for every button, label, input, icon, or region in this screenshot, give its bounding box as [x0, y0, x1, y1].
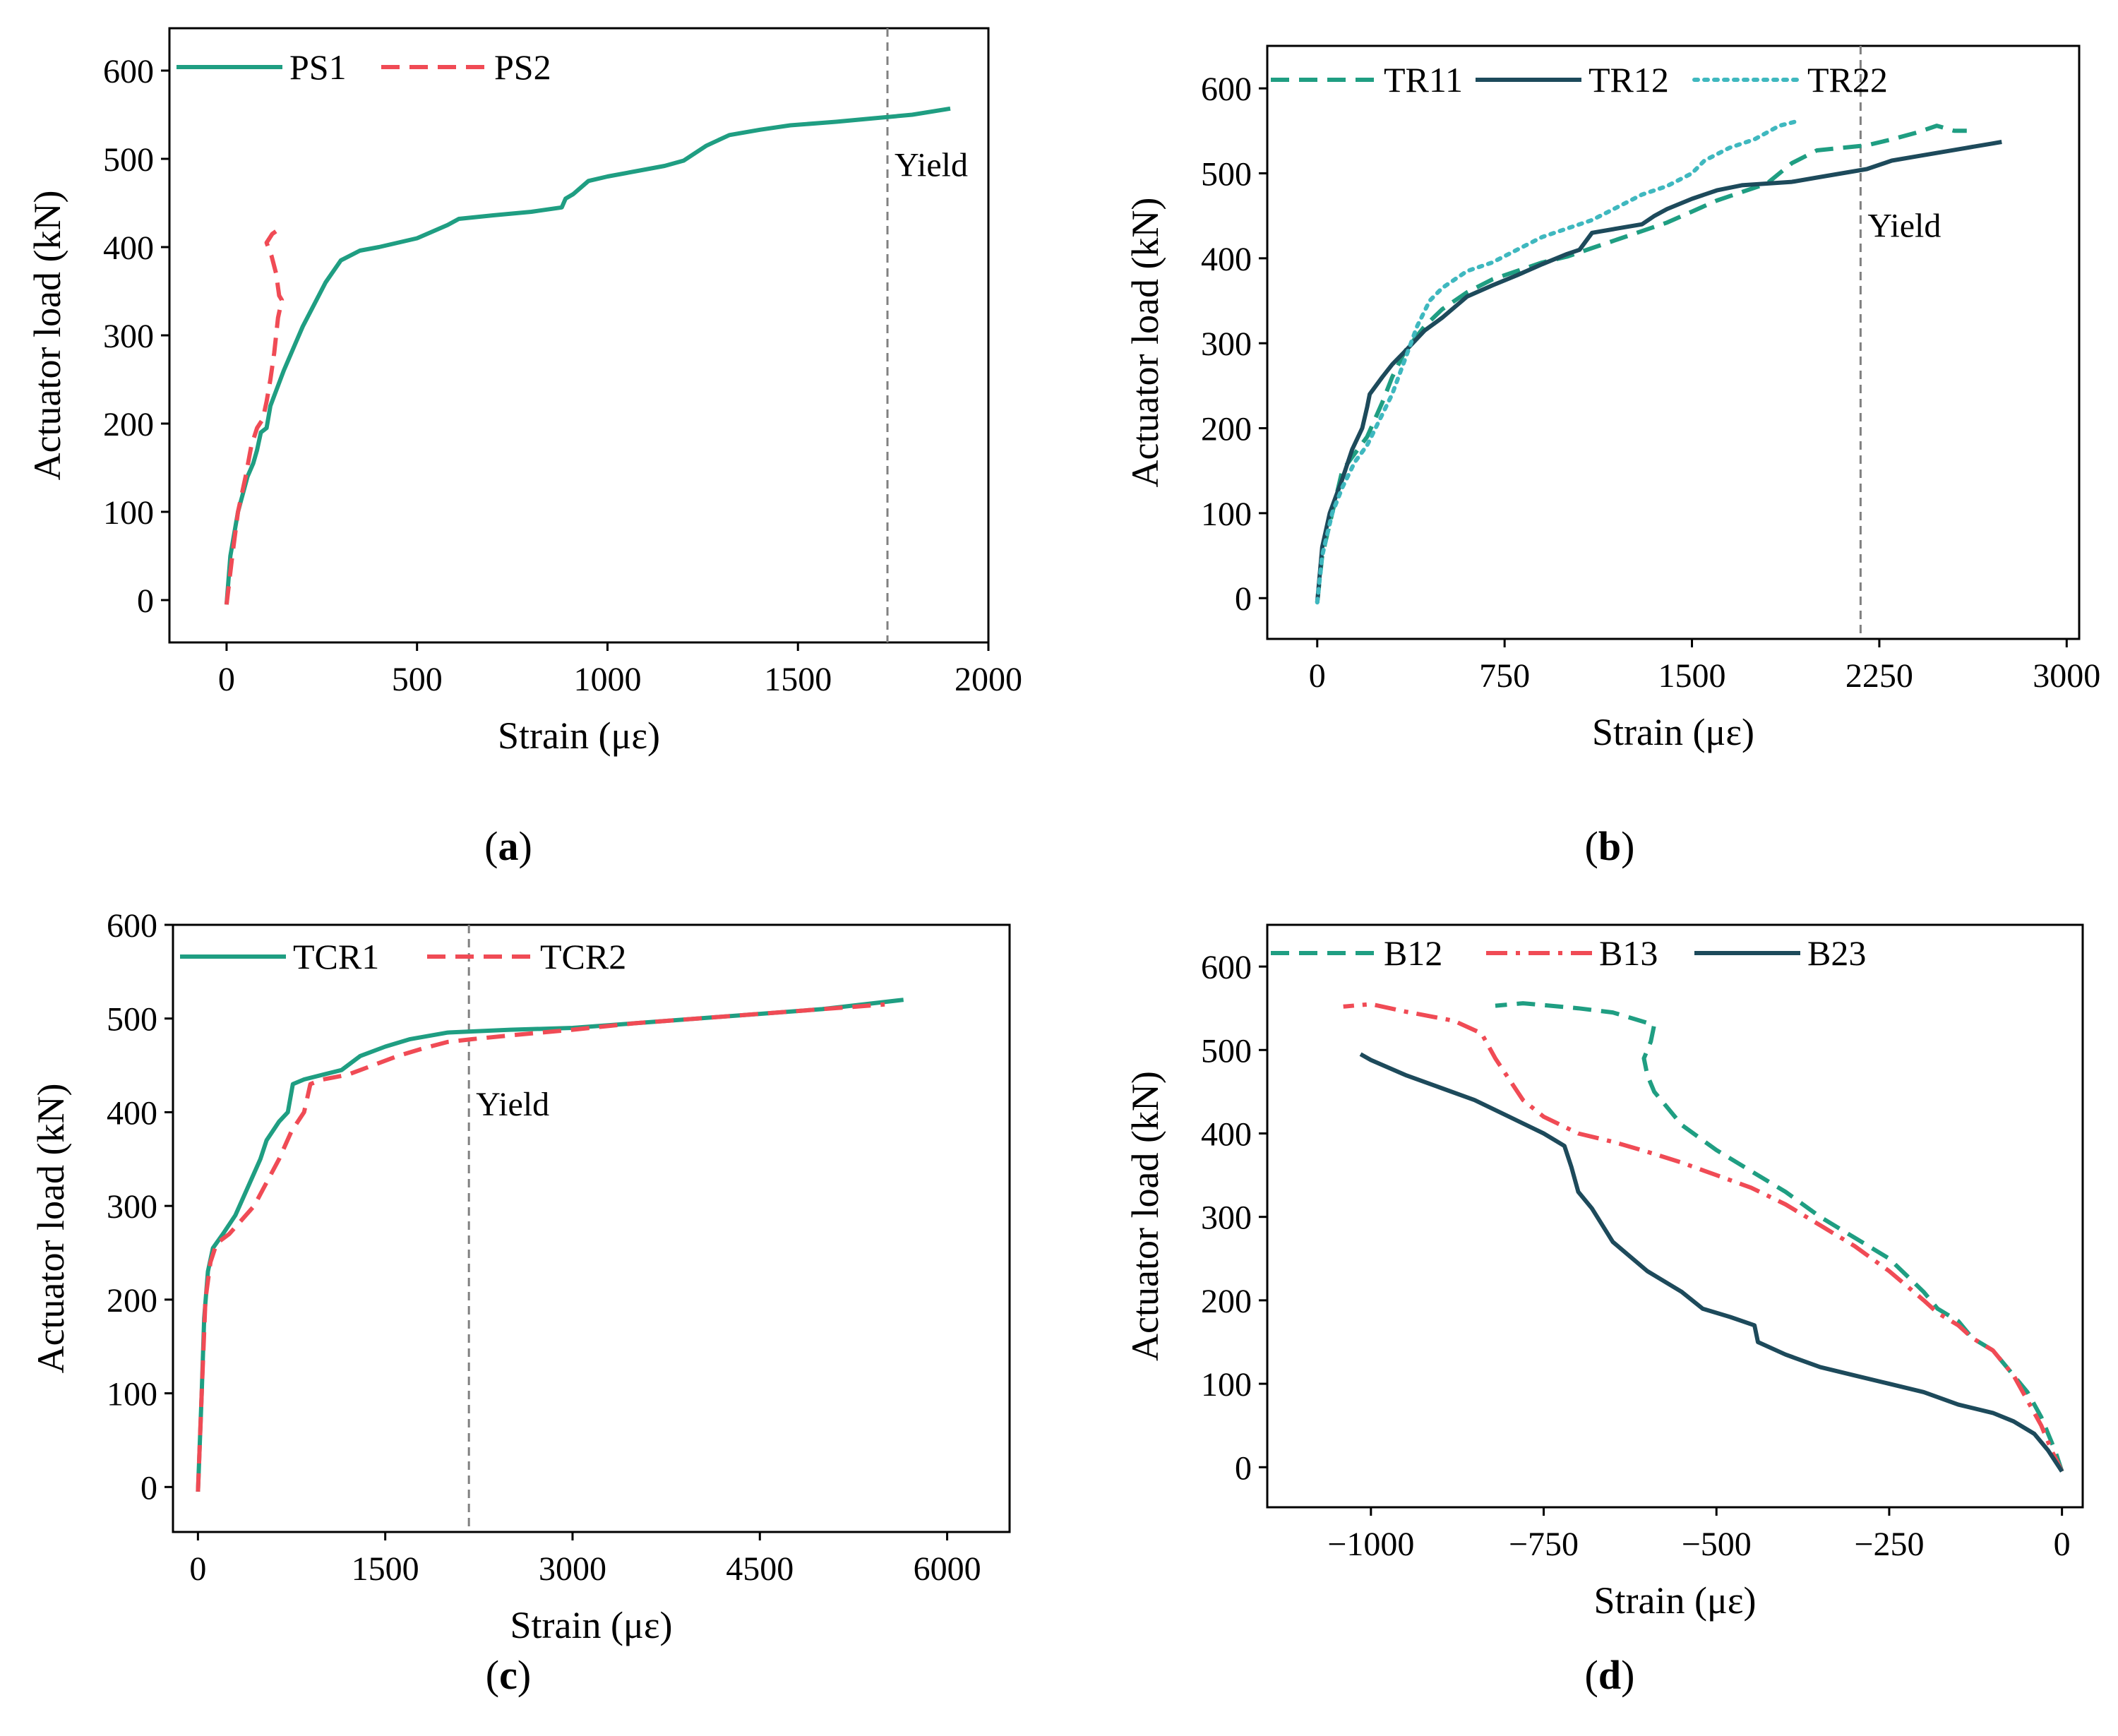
x-tick-label: 750 — [1479, 657, 1530, 695]
y-tick-label: 100 — [103, 494, 154, 532]
series-line-tcr1 — [196, 998, 904, 1492]
x-tick-label: 2000 — [955, 661, 1022, 698]
chart-d: 0 100 200 300 400 500 600 −1000 −750 −500 −250 0 Str… — [1124, 923, 2084, 1698]
y-tick-label: 500 — [1201, 1032, 1252, 1070]
x-tick-label: 0 — [1309, 657, 1326, 695]
y-tick-label: 300 — [107, 1188, 157, 1226]
y-tick-label: 300 — [103, 318, 154, 355]
y-tick-label: 100 — [107, 1376, 157, 1413]
y-tick-label: 400 — [1201, 1115, 1252, 1153]
x-axis-label: Strain (με) — [510, 1604, 672, 1646]
y-tick-label: 200 — [1201, 1283, 1252, 1320]
x-tick-label: −750 — [1509, 1526, 1579, 1563]
yield-label: Yield — [476, 1086, 549, 1123]
x-tick-label: −500 — [1682, 1526, 1752, 1563]
x-tick-label: −250 — [1854, 1526, 1924, 1563]
chart-a: 0 100 200 300 400 500 600 0 500 1000 1500 2000 Strai… — [26, 27, 1022, 869]
x-tick-label: 500 — [392, 661, 443, 698]
legend-label-b12: B12 — [1384, 933, 1442, 973]
series-line-b12 — [1495, 1001, 2064, 1473]
panel-label: (d) — [1585, 1652, 1635, 1698]
x-axis-label: Strain (με) — [1593, 1579, 1756, 1622]
x-tick-label: 3000 — [539, 1550, 606, 1588]
panel-label: (a) — [484, 823, 532, 869]
series-line-tcr2 — [196, 1002, 885, 1492]
legend-label-tr12: TR12 — [1588, 60, 1669, 100]
x-tick-label: −1000 — [1327, 1526, 1414, 1563]
series-line-b23 — [1359, 1052, 2064, 1473]
x-tick-label: 6000 — [914, 1550, 981, 1588]
legend-label-tr22: TR22 — [1807, 60, 1888, 100]
y-axis-label: Actuator load (kN) — [26, 191, 68, 481]
y-tick-label: 300 — [1201, 325, 1252, 363]
legend-label-b13: B13 — [1599, 933, 1658, 973]
chart-b: 0 100 200 300 400 500 600 0 750 1500 2250 3000 Strai… — [1124, 44, 2100, 869]
y-tick-label: 100 — [1201, 496, 1252, 533]
y-tick-label: 200 — [1201, 411, 1252, 448]
x-tick-label: 4500 — [726, 1550, 794, 1588]
y-tick-label: 0 — [1235, 1449, 1252, 1487]
y-tick-label: 200 — [107, 1282, 157, 1319]
legend-label-tcr1: TCR1 — [293, 937, 379, 976]
y-tick-label: 500 — [107, 1001, 157, 1038]
series-line-tr12 — [1315, 140, 2002, 603]
series-line-b13 — [1343, 1002, 2064, 1473]
x-tick-label: 1500 — [352, 1550, 419, 1588]
plot-frame — [1266, 44, 2081, 640]
y-tick-label: 500 — [103, 141, 154, 179]
y-tick-label: 300 — [1201, 1199, 1252, 1237]
series-line-ps1 — [224, 106, 951, 605]
y-tick-label: 0 — [140, 1469, 157, 1507]
y-axis-label: Actuator load (kN) — [30, 1084, 72, 1374]
x-tick-label: 0 — [189, 1550, 206, 1588]
x-axis-label: Strain (με) — [1592, 711, 1754, 753]
legend-label-ps1: PS1 — [289, 47, 347, 87]
y-tick-label: 600 — [1201, 949, 1252, 986]
y-tick-label: 400 — [103, 229, 154, 267]
y-tick-label: 100 — [1201, 1366, 1252, 1403]
panel-label: (c) — [486, 1652, 531, 1698]
y-tick-label: 600 — [107, 907, 157, 945]
legend-label-b23: B23 — [1807, 933, 1866, 973]
legend-label-ps2: PS2 — [494, 47, 551, 87]
y-tick-label: 200 — [103, 406, 154, 443]
y-tick-label: 600 — [103, 53, 154, 90]
x-tick-label: 1000 — [573, 661, 641, 698]
y-tick-label: 400 — [107, 1094, 157, 1132]
y-tick-label: 600 — [1201, 71, 1252, 108]
x-axis-label: Strain (με) — [498, 714, 660, 757]
x-tick-label: 0 — [2054, 1526, 2071, 1563]
plot-frame — [172, 923, 1011, 1533]
plot-frame — [1266, 923, 2084, 1509]
y-tick-label: 0 — [137, 582, 154, 620]
panel-label: (b) — [1585, 823, 1635, 869]
series-line-ps2 — [224, 229, 285, 605]
legend-label-tcr2: TCR2 — [540, 937, 626, 976]
series-line-tr11 — [1315, 124, 1967, 603]
x-tick-label: 1500 — [764, 661, 832, 698]
x-tick-label: 2250 — [1845, 657, 1913, 695]
legend-label-tr11: TR11 — [1384, 60, 1463, 100]
x-tick-label: 0 — [218, 661, 235, 698]
series-line-tr22 — [1315, 118, 1802, 605]
x-tick-label: 3000 — [2033, 657, 2100, 695]
y-tick-label: 500 — [1201, 156, 1252, 193]
x-tick-label: 1500 — [1658, 657, 1726, 695]
y-tick-label: 400 — [1201, 241, 1252, 278]
y-axis-label: Actuator load (kN) — [1124, 1071, 1166, 1361]
y-tick-label: 0 — [1235, 580, 1252, 618]
yield-label: Yield — [1867, 208, 1941, 245]
yield-label: Yield — [895, 146, 968, 184]
y-axis-label: Actuator load (kN) — [1124, 198, 1166, 488]
